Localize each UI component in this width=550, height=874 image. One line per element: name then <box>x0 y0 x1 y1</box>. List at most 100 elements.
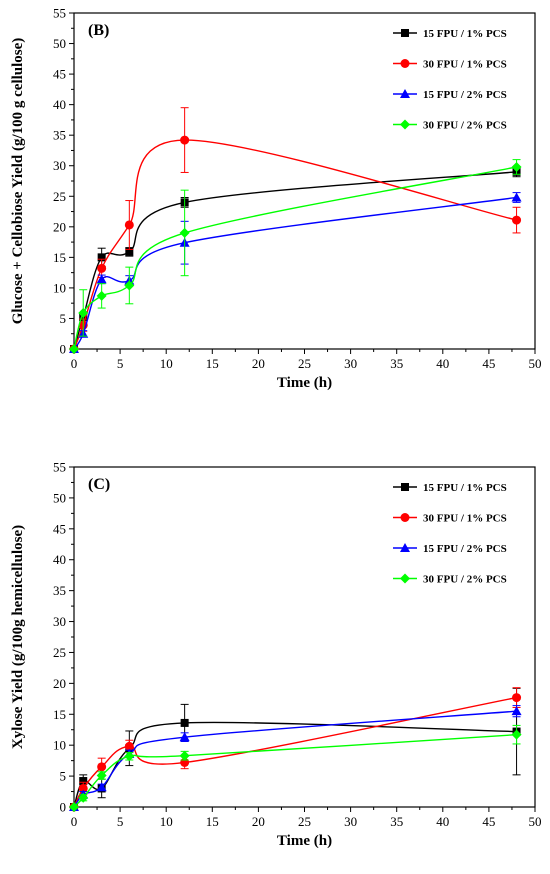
legend-label: 15 FPU / 1% PCS <box>423 28 507 40</box>
legend-label: 30 FPU / 2% PCS <box>423 574 507 586</box>
x-tick-label: 50 <box>529 814 542 829</box>
x-tick-label: 0 <box>71 814 78 829</box>
x-tick-label: 5 <box>117 356 124 371</box>
series-3 <box>69 724 522 812</box>
x-tick-label: 25 <box>298 814 311 829</box>
legend-item-2: 15 FPU / 2% PCS <box>393 89 507 101</box>
data-point-2 <box>96 782 107 792</box>
data-point-4 <box>179 227 190 238</box>
data-point-3 <box>125 247 134 256</box>
data-point-5 <box>511 161 522 172</box>
y-tick-label: 5 <box>60 311 67 326</box>
y-tick-label: 35 <box>53 128 66 143</box>
data-point-legend <box>400 543 410 552</box>
data-point-2 <box>97 263 107 273</box>
data-point-2 <box>97 253 106 262</box>
y-tick-label: 55 <box>53 460 66 475</box>
y-tick-label: 45 <box>53 521 66 536</box>
panel-label: (C) <box>88 476 110 493</box>
legend-item-0: 15 FPU / 1% PCS <box>393 28 507 40</box>
x-tick-label: 40 <box>436 814 449 829</box>
y-tick-label: 20 <box>53 676 66 691</box>
x-tick-label: 15 <box>206 356 219 371</box>
x-tick-label: 25 <box>298 356 311 371</box>
y-tick-label: 0 <box>60 800 67 815</box>
data-point-0 <box>69 344 79 354</box>
x-tick-label: 50 <box>529 356 542 371</box>
x-tick-label: 30 <box>344 814 357 829</box>
legend-item-0: 15 FPU / 1% PCS <box>393 482 507 494</box>
x-tick-label: 20 <box>252 814 265 829</box>
series-line <box>73 166 517 350</box>
legend-item-2: 15 FPU / 2% PCS <box>393 543 507 555</box>
series-1 <box>69 687 522 812</box>
y-tick-label: 25 <box>53 645 66 660</box>
y-tick-label: 30 <box>53 158 66 173</box>
series-2 <box>69 705 522 811</box>
data-point-0 <box>69 802 79 812</box>
data-point-5 <box>511 192 522 202</box>
y-tick-label: 10 <box>53 280 66 295</box>
y-tick-label: 5 <box>60 769 67 784</box>
legend-item-1: 30 FPU / 1% PCS <box>393 513 507 525</box>
panel-label: (B) <box>88 22 109 39</box>
y-tick-label: 40 <box>53 552 66 567</box>
x-tick-label: 45 <box>482 356 495 371</box>
legend-label: 30 FPU / 2% PCS <box>423 120 507 132</box>
x-tick-label: 0 <box>71 356 78 371</box>
y-tick-label: 35 <box>53 583 66 598</box>
series-2 <box>69 192 522 353</box>
data-point-2 <box>97 762 107 772</box>
data-point-1 <box>78 792 89 803</box>
data-point-1 <box>78 307 89 318</box>
x-tick-label: 35 <box>390 356 403 371</box>
x-axis-title: Time (h) <box>277 375 332 391</box>
data-point-2 <box>96 770 107 781</box>
legend-label: 15 FPU / 1% PCS <box>423 482 507 494</box>
data-point-4 <box>179 732 190 742</box>
legend-label: 30 FPU / 1% PCS <box>423 59 507 71</box>
data-point-1 <box>79 777 88 786</box>
data-point-1 <box>78 783 88 793</box>
data-point-2 <box>96 274 107 284</box>
y-tick-label: 40 <box>53 97 66 112</box>
y-tick-label: 30 <box>53 614 66 629</box>
legend-label: 15 FPU / 2% PCS <box>423 543 507 555</box>
legend-label: 15 FPU / 2% PCS <box>423 89 507 101</box>
series-line <box>73 139 517 350</box>
legend-item-1: 30 FPU / 1% PCS <box>393 59 507 71</box>
data-point-5 <box>511 729 522 740</box>
x-tick-label: 15 <box>206 814 219 829</box>
data-point-legend <box>400 573 410 584</box>
legend-label: 30 FPU / 1% PCS <box>423 513 507 525</box>
y-tick-label: 0 <box>60 342 67 357</box>
x-tick-label: 5 <box>117 814 124 829</box>
chart-panel-1: 0 5 10 15 20 25 30 35 40 45 50 0 5 10 15 20 25 30 35 40 45 50… <box>10 460 542 850</box>
data-point-5 <box>511 706 522 716</box>
x-tick-label: 20 <box>252 356 265 371</box>
series-0 <box>70 166 521 353</box>
x-tick-label: 10 <box>160 814 173 829</box>
data-point-4 <box>180 718 189 727</box>
series-line <box>73 733 517 808</box>
series-line <box>73 196 517 350</box>
data-point-legend <box>401 29 409 37</box>
data-point-4 <box>180 135 190 145</box>
y-tick-label: 45 <box>53 67 66 82</box>
data-point-4 <box>179 750 190 761</box>
y-tick-label: 25 <box>53 189 66 204</box>
data-point-2 <box>96 290 107 301</box>
data-point-legend <box>400 119 410 130</box>
y-tick-label: 15 <box>53 250 66 265</box>
series-line <box>73 696 517 808</box>
y-axis-title: Glucose + Cellobiose Yield (g/100 g cell… <box>10 38 26 325</box>
data-point-3 <box>124 220 134 230</box>
series-0 <box>70 687 521 811</box>
x-tick-label: 30 <box>344 356 357 371</box>
x-axis-title: Time (h) <box>277 833 332 849</box>
y-tick-label: 15 <box>53 707 66 722</box>
y-tick-label: 50 <box>53 490 66 505</box>
x-tick-label: 45 <box>482 814 495 829</box>
y-tick-label: 55 <box>53 6 66 21</box>
